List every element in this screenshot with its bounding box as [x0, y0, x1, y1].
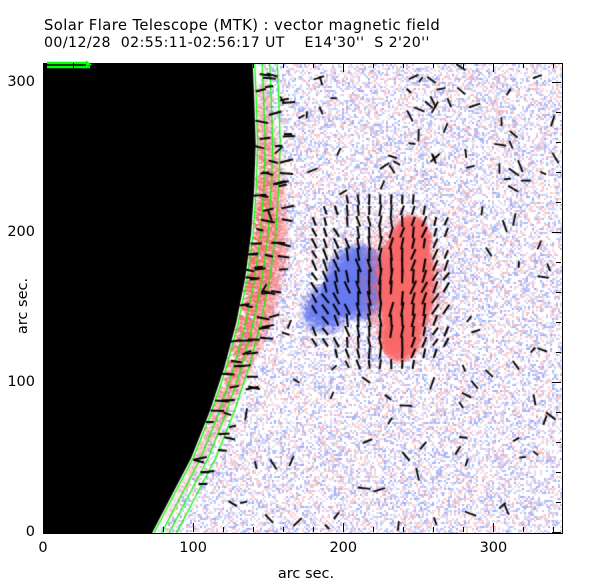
y-tick-left — [43, 292, 48, 294]
y-tick-left — [43, 82, 52, 84]
y-tick-right — [552, 82, 561, 84]
y-tick-right — [556, 292, 561, 294]
x-tick-bottom — [43, 523, 44, 532]
y-tick-right — [556, 352, 561, 354]
y-tick-left — [43, 472, 48, 474]
y-tick-left — [43, 232, 52, 234]
reference-scale-arrow-icon — [47, 60, 92, 69]
transverse-field-vectors-layer — [44, 64, 562, 533]
y-tick-right — [556, 172, 561, 174]
x-tick-bottom — [523, 527, 525, 532]
x-tick-top — [73, 63, 75, 68]
x-tick-top — [133, 63, 135, 68]
x-tick-bottom — [253, 527, 255, 532]
y-tick-right — [556, 472, 561, 474]
x-tick-bottom — [223, 527, 225, 532]
x-tick-bottom — [553, 527, 555, 532]
y-tick-right — [556, 322, 561, 324]
x-tick-label: 100 — [179, 540, 207, 556]
x-tick-label: 200 — [329, 540, 358, 556]
x-tick-top — [373, 63, 375, 68]
y-tick-left — [43, 142, 48, 144]
y-tick-left — [43, 172, 48, 174]
observation-subtitle: 00/12/28 02:55:11-02:56:17 UT E14'30'' S… — [44, 35, 430, 51]
x-tick-bottom — [133, 527, 135, 532]
y-tick-left — [43, 502, 48, 504]
x-tick-bottom — [103, 527, 105, 532]
y-tick-left — [43, 202, 48, 204]
y-tick-label: 100 — [7, 374, 35, 391]
x-tick-top — [103, 63, 105, 68]
y-tick-label: 200 — [7, 224, 35, 241]
y-tick-label: 0 — [25, 524, 35, 540]
x-tick-top — [163, 63, 165, 68]
y-tick-left — [43, 112, 48, 114]
x-tick-top — [523, 63, 525, 68]
y-tick-right — [556, 262, 561, 264]
y-tick-right — [556, 502, 561, 504]
y-tick-left — [43, 322, 48, 324]
x-tick-top — [403, 63, 405, 68]
y-tick-left — [43, 532, 52, 533]
x-tick-top — [283, 63, 285, 68]
x-tick-bottom — [163, 527, 165, 532]
x-tick-label: 300 — [479, 540, 508, 556]
x-tick-top — [223, 63, 225, 68]
x-tick-bottom — [193, 523, 195, 532]
y-tick-right — [552, 532, 561, 533]
y-tick-right — [552, 382, 561, 384]
y-tick-right — [556, 112, 561, 114]
x-axis-title: arc sec. — [277, 566, 335, 582]
y-tick-left — [43, 262, 48, 264]
x-tick-bottom — [313, 527, 315, 532]
x-tick-top — [43, 63, 44, 72]
y-tick-right — [556, 202, 561, 204]
x-tick-bottom — [403, 527, 405, 532]
x-tick-top — [193, 63, 195, 72]
x-tick-bottom — [463, 527, 465, 532]
x-tick-bottom — [373, 527, 375, 532]
x-tick-top — [553, 63, 555, 68]
y-tick-right — [556, 412, 561, 414]
x-tick-top — [493, 63, 495, 72]
y-axis-title: arc sec. — [15, 277, 31, 335]
y-tick-left — [43, 442, 48, 444]
x-tick-top — [343, 63, 345, 72]
y-tick-left — [43, 412, 48, 414]
y-tick-label: 300 — [7, 74, 35, 91]
figure-title-block: Solar Flare Telescope (MTK) : vector mag… — [44, 17, 584, 52]
x-tick-top — [433, 63, 435, 68]
y-tick-right — [556, 442, 561, 444]
x-tick-bottom — [433, 527, 435, 532]
x-tick-bottom — [73, 527, 75, 532]
x-tick-bottom — [343, 523, 345, 532]
x-tick-label: 0 — [38, 540, 48, 556]
x-tick-bottom — [283, 527, 285, 532]
y-tick-right — [552, 232, 561, 234]
y-tick-left — [43, 382, 52, 384]
x-tick-top — [253, 63, 255, 68]
plot-area — [43, 63, 563, 534]
y-tick-right — [556, 142, 561, 144]
x-tick-bottom — [493, 523, 495, 532]
x-tick-top — [463, 63, 465, 68]
x-tick-top — [313, 63, 315, 68]
page-title: Solar Flare Telescope (MTK) : vector mag… — [44, 17, 441, 34]
plot-inner — [44, 64, 562, 533]
y-tick-left — [43, 352, 48, 354]
